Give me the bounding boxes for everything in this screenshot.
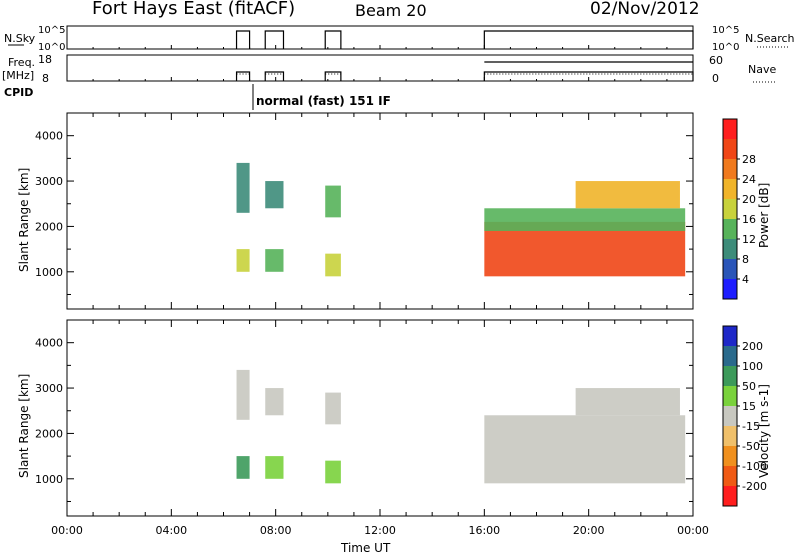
date-title: 02/Nov/2012 bbox=[590, 0, 700, 19]
velocity-colorbar-swatch bbox=[723, 446, 737, 467]
power-y-tick-label: 4000 bbox=[35, 130, 63, 143]
velocity-colorbar-swatch bbox=[723, 366, 737, 387]
velocity-ylabel: Slant Range [km] bbox=[17, 374, 31, 478]
velocity-y-tick-label: 4000 bbox=[35, 337, 63, 350]
nsky-tick-bottom: 10^0 bbox=[38, 42, 65, 53]
power-echo-region bbox=[265, 181, 284, 209]
power-ylabel: Slant Range [km] bbox=[17, 168, 31, 272]
power-echo-region bbox=[236, 249, 250, 272]
power-echo-region bbox=[325, 185, 341, 218]
velocity-colorbar-tick-label: 200 bbox=[742, 340, 763, 353]
x-tick-label: 00:00 bbox=[677, 524, 709, 537]
velocity-colorbar-swatch bbox=[723, 406, 737, 427]
x-tick-label: 12:00 bbox=[364, 524, 396, 537]
velocity-colorbar-tick-label: 15 bbox=[742, 400, 756, 413]
velocity-colorbar-label: Velocity [m s-1] bbox=[757, 384, 771, 478]
velocity-echo-region bbox=[236, 369, 250, 420]
velocity-echo-region bbox=[325, 460, 341, 484]
velocity-echo-region bbox=[484, 415, 686, 484]
power-colorbar-swatch bbox=[723, 219, 737, 240]
velocity-y-tick-label: 1000 bbox=[35, 473, 63, 486]
nsearch-tick-bottom: 10^0 bbox=[712, 42, 739, 53]
velocity-colorbar-swatch bbox=[723, 466, 737, 487]
power-colorbar-tick-label: 4 bbox=[742, 273, 749, 286]
nsky-trace bbox=[235, 30, 251, 49]
nave-tick-bottom: 0 bbox=[712, 72, 719, 85]
power-colorbar-tick-label: 28 bbox=[742, 153, 756, 166]
freq-label: Freq. bbox=[8, 56, 35, 69]
nsky-label: N.Sky bbox=[4, 32, 36, 45]
power-echo-region bbox=[325, 253, 341, 277]
station-title: Fort Hays East (fitACF) bbox=[92, 0, 295, 19]
velocity-echo-region bbox=[575, 388, 680, 416]
velocity-colorbar-swatch bbox=[723, 486, 737, 507]
x-tick-label: 16:00 bbox=[468, 524, 500, 537]
power-colorbar-swatch bbox=[723, 259, 737, 280]
x-tick-label: 08:00 bbox=[260, 524, 292, 537]
power-colorbar-tick-label: 12 bbox=[742, 233, 756, 246]
velocity-echo-region bbox=[265, 456, 284, 479]
nsky-tick-top: 10^5 bbox=[38, 25, 65, 36]
velocity-colorbar-tick-label: -100 bbox=[742, 460, 767, 473]
velocity-echo-region bbox=[325, 392, 341, 425]
velocity-colorbar-tick-label: -15 bbox=[742, 420, 760, 433]
power-colorbar-tick-label: 24 bbox=[742, 173, 756, 186]
power-colorbar-label: Power [dB] bbox=[757, 183, 771, 248]
beam-title: Beam 20 bbox=[355, 1, 427, 20]
velocity-colorbar-tick-label: 100 bbox=[742, 360, 763, 373]
nsky-trace bbox=[264, 30, 285, 49]
velocity-colorbar-tick-label: 50 bbox=[742, 380, 756, 393]
power-colorbar-swatch bbox=[723, 139, 737, 160]
power-colorbar-swatch bbox=[723, 159, 737, 180]
power-colorbar-swatch bbox=[723, 199, 737, 220]
velocity-y-tick-label: 2000 bbox=[35, 427, 63, 440]
freq-unit: [MHz] bbox=[2, 69, 34, 82]
power-colorbar-swatch bbox=[723, 179, 737, 200]
power-colorbar-tick-label: 8 bbox=[742, 253, 749, 266]
power-echo-region bbox=[484, 208, 686, 231]
nave-tick-top: 60 bbox=[709, 54, 723, 67]
power-colorbar-tick-label: 16 bbox=[742, 213, 756, 226]
freq-trace bbox=[235, 71, 251, 81]
freq-trace bbox=[324, 71, 342, 81]
velocity-y-tick-label: 3000 bbox=[35, 382, 63, 395]
nave-label: Nave bbox=[748, 63, 776, 76]
power-y-tick-label: 1000 bbox=[35, 266, 63, 279]
power-y-tick-label: 3000 bbox=[35, 175, 63, 188]
freq-tick-top: 18 bbox=[38, 53, 52, 66]
velocity-colorbar-tick-label: -200 bbox=[742, 480, 767, 493]
velocity-colorbar-swatch bbox=[723, 386, 737, 407]
cpid-label: CPID bbox=[4, 86, 33, 99]
velocity-echo-region bbox=[265, 388, 284, 416]
power-colorbar-swatch bbox=[723, 239, 737, 260]
power-colorbar-swatch bbox=[723, 279, 737, 300]
power-echo-region bbox=[575, 181, 680, 209]
x-tick-label: 20:00 bbox=[573, 524, 605, 537]
velocity-colorbar-swatch bbox=[723, 426, 737, 447]
power-echo-region bbox=[236, 162, 250, 213]
freq-trace bbox=[483, 71, 694, 81]
nsearch-label: N.Search bbox=[745, 32, 795, 45]
freq-tick-bottom: 8 bbox=[42, 72, 49, 85]
nsearch-tick-top: 10^5 bbox=[712, 25, 739, 36]
power-echo-region bbox=[265, 249, 284, 272]
velocity-colorbar-tick-label: -50 bbox=[742, 440, 760, 453]
velocity-colorbar-swatch bbox=[723, 346, 737, 367]
velocity-echo-region bbox=[236, 456, 250, 479]
power-colorbar-tick-label: 20 bbox=[742, 193, 756, 206]
freq-trace bbox=[264, 71, 285, 81]
x-tick-label: 00:00 bbox=[51, 524, 83, 537]
power-colorbar-frame bbox=[722, 118, 738, 300]
nsky-trace bbox=[483, 30, 694, 49]
velocity-colorbar-frame bbox=[722, 325, 738, 507]
cpid-value: normal (fast) 151 IF bbox=[256, 94, 391, 108]
power-y-tick-label: 2000 bbox=[35, 220, 63, 233]
x-axis-title: Time UT bbox=[340, 541, 391, 554]
x-tick-label: 04:00 bbox=[155, 524, 187, 537]
nsky-trace bbox=[324, 30, 342, 49]
velocity-colorbar-swatch bbox=[723, 326, 737, 347]
power-colorbar-swatch bbox=[723, 119, 737, 140]
